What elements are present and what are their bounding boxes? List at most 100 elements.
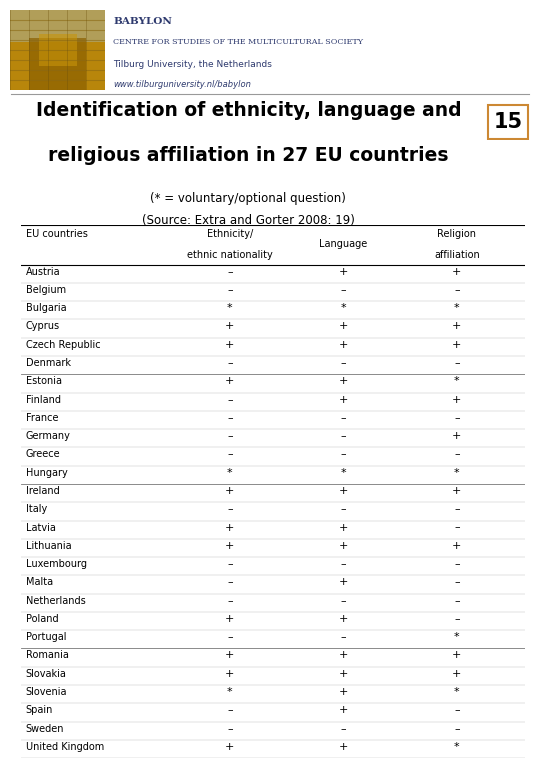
Text: Ethnicity/: Ethnicity/: [207, 229, 253, 239]
Text: Spain: Spain: [25, 705, 53, 715]
Text: Slovenia: Slovenia: [25, 687, 67, 697]
Text: +: +: [339, 395, 348, 405]
Text: Romania: Romania: [25, 651, 69, 661]
Text: +: +: [339, 742, 348, 752]
Text: *: *: [454, 633, 460, 642]
Text: Ireland: Ireland: [25, 486, 59, 496]
Text: –: –: [454, 724, 460, 734]
Text: 15: 15: [494, 112, 523, 132]
Text: +: +: [452, 395, 462, 405]
Text: –: –: [227, 285, 233, 295]
Text: –: –: [227, 724, 233, 734]
Text: *: *: [341, 303, 346, 314]
Text: Malta: Malta: [25, 577, 53, 587]
Text: –: –: [454, 505, 460, 514]
Text: –: –: [227, 395, 233, 405]
Text: Slovakia: Slovakia: [25, 668, 66, 679]
Text: +: +: [339, 523, 348, 533]
Text: +: +: [339, 651, 348, 661]
Text: Italy: Italy: [25, 505, 47, 514]
Text: –: –: [227, 431, 233, 441]
Text: EU countries: EU countries: [25, 229, 87, 239]
Text: –: –: [454, 413, 460, 423]
Text: –: –: [227, 633, 233, 642]
Text: (* = voluntary/optional question): (* = voluntary/optional question): [151, 192, 346, 205]
Text: Cyprus: Cyprus: [25, 321, 60, 331]
Text: +: +: [225, 541, 234, 551]
Text: +: +: [452, 431, 462, 441]
Text: +: +: [339, 668, 348, 679]
Text: –: –: [227, 505, 233, 514]
Text: Identification of ethnicity, language and: Identification of ethnicity, language an…: [36, 101, 461, 120]
Text: +: +: [225, 486, 234, 496]
Text: +: +: [339, 614, 348, 624]
Text: *: *: [454, 687, 460, 697]
Text: +: +: [339, 267, 348, 277]
Text: –: –: [341, 431, 346, 441]
Text: Hungary: Hungary: [25, 468, 68, 477]
Text: +: +: [225, 651, 234, 661]
Text: +: +: [339, 541, 348, 551]
Text: –: –: [454, 705, 460, 715]
Text: +: +: [339, 340, 348, 349]
Text: +: +: [339, 486, 348, 496]
Text: *: *: [227, 468, 233, 477]
Text: Netherlands: Netherlands: [25, 596, 85, 605]
Text: –: –: [227, 358, 233, 368]
Text: +: +: [225, 376, 234, 386]
Text: –: –: [454, 523, 460, 533]
Text: Belgium: Belgium: [25, 285, 66, 295]
Text: +: +: [225, 523, 234, 533]
Text: Religion: Religion: [437, 229, 476, 239]
Text: –: –: [341, 724, 346, 734]
Bar: [39, 34, 77, 66]
Text: –: –: [227, 705, 233, 715]
Text: *: *: [341, 468, 346, 477]
Text: +: +: [225, 340, 234, 349]
Text: +: +: [339, 321, 348, 331]
Text: Germany: Germany: [25, 431, 70, 441]
Text: +: +: [339, 376, 348, 386]
Text: CENTRE FOR STUDIES OF THE MULTICULTURAL SOCIETY: CENTRE FOR STUDIES OF THE MULTICULTURAL …: [113, 38, 363, 46]
Text: –: –: [341, 596, 346, 605]
Text: –: –: [341, 633, 346, 642]
Text: *: *: [454, 376, 460, 386]
Text: Czech Republic: Czech Republic: [25, 340, 100, 349]
Text: +: +: [452, 340, 462, 349]
Text: +: +: [452, 541, 462, 551]
Text: Bulgaria: Bulgaria: [25, 303, 66, 314]
Text: –: –: [454, 614, 460, 624]
Text: *: *: [227, 303, 233, 314]
Text: –: –: [227, 596, 233, 605]
Text: –: –: [341, 505, 346, 514]
Text: –: –: [341, 358, 346, 368]
Text: –: –: [454, 449, 460, 459]
Text: +: +: [452, 486, 462, 496]
Text: *: *: [227, 687, 233, 697]
Text: +: +: [225, 321, 234, 331]
Text: United Kingdom: United Kingdom: [25, 742, 104, 752]
Text: –: –: [227, 577, 233, 587]
Text: –: –: [454, 577, 460, 587]
Text: Greece: Greece: [25, 449, 60, 459]
Text: Tilburg University, the Netherlands: Tilburg University, the Netherlands: [113, 60, 272, 69]
Text: +: +: [339, 577, 348, 587]
Text: +: +: [452, 321, 462, 331]
Text: –: –: [227, 413, 233, 423]
Bar: [29, 38, 86, 90]
Text: –: –: [341, 413, 346, 423]
Text: *: *: [454, 742, 460, 752]
Text: –: –: [227, 267, 233, 277]
Text: *: *: [454, 303, 460, 314]
Text: Portugal: Portugal: [25, 633, 66, 642]
Text: +: +: [339, 687, 348, 697]
Text: +: +: [225, 614, 234, 624]
Text: +: +: [225, 668, 234, 679]
Text: (Source: Extra and Gorter 2008: 19): (Source: Extra and Gorter 2008: 19): [142, 214, 355, 226]
Text: +: +: [452, 668, 462, 679]
Text: –: –: [454, 285, 460, 295]
Text: Sweden: Sweden: [25, 724, 64, 734]
Text: Language: Language: [319, 239, 367, 249]
Text: religious affiliation in 27 EU countries: religious affiliation in 27 EU countries: [48, 146, 449, 165]
Text: –: –: [227, 449, 233, 459]
